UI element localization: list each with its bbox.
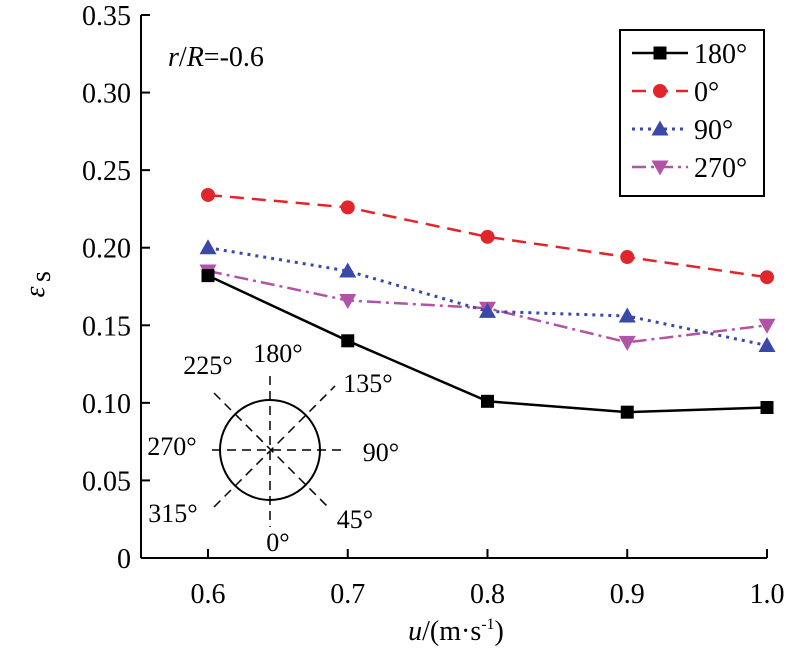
series-line <box>207 193 768 279</box>
x-axis-ticks: 0.6 0.7 0.8 0.9 1.0 <box>191 549 785 610</box>
data-point <box>758 336 776 352</box>
legend-item: 180° <box>632 39 747 70</box>
legend-swatch-marker <box>651 160 669 176</box>
series-2 <box>199 239 776 352</box>
legend-label: 270° <box>694 153 747 184</box>
data-point <box>618 307 636 323</box>
chart-annotation: r/R=-0.6 <box>168 42 264 73</box>
data-point <box>341 334 355 348</box>
legend-item: 0° <box>632 77 719 108</box>
inset-label-225: 225° <box>183 351 232 380</box>
legend-swatch-marker <box>653 84 667 98</box>
x-tick-label: 0.6 <box>191 579 226 610</box>
y-tick-label: 0.15 <box>82 311 131 342</box>
data-point <box>201 187 215 202</box>
x-axis-unit-close: ) <box>495 616 504 647</box>
inset-line-diag-b <box>213 385 336 508</box>
legend-box <box>619 29 765 197</box>
annotation-value: =-0.6 <box>204 42 264 73</box>
y-tick-label: 0.25 <box>82 156 131 187</box>
legend-item: 270° <box>632 153 747 184</box>
x-tick-label: 0.9 <box>610 579 645 610</box>
y-tick-label: 0.10 <box>82 389 131 420</box>
data-point <box>620 250 635 265</box>
series-0 <box>201 269 774 419</box>
y-tick-label: 0.20 <box>82 234 131 265</box>
data-point <box>620 405 634 419</box>
y-axis-title: ε s <box>20 271 57 297</box>
inset-label-135: 135° <box>343 369 392 398</box>
y-tick-label: 0.05 <box>82 466 131 497</box>
legend-swatch-marker <box>653 46 667 60</box>
annotation-slash: / <box>179 42 187 73</box>
data-point <box>760 270 774 285</box>
data-point <box>618 335 636 351</box>
annotation-R: R <box>186 42 204 73</box>
x-tick-label: 0.8 <box>470 579 505 610</box>
y-axis-subscript: s <box>26 271 57 282</box>
data-point <box>758 318 776 334</box>
legend-label: 0° <box>694 77 719 108</box>
legend-label: 90° <box>694 115 733 146</box>
series-line <box>207 246 768 347</box>
inset-label-180: 180° <box>253 339 302 368</box>
legend-item: 90° <box>632 115 733 146</box>
data-point <box>481 394 494 408</box>
y-tick-label: 0.30 <box>82 79 131 110</box>
x-axis-unit-exponent: -1 <box>481 616 494 633</box>
y-axis-symbol: ε <box>20 286 51 297</box>
y-tick-label: 0.35 <box>82 1 131 32</box>
data-point <box>479 302 496 318</box>
y-axis-ticks: 0 0.05 0.10 0.15 0.20 0.25 0.30 0.35 <box>82 1 150 575</box>
annotation-r: r <box>168 42 179 73</box>
inset-label-315: 315° <box>148 499 197 528</box>
data-point <box>199 239 217 255</box>
inset-label-90: 90° <box>363 438 399 467</box>
x-axis-var: u <box>408 616 422 647</box>
x-tick-label: 0.7 <box>330 579 365 610</box>
data-point <box>339 293 357 309</box>
y-tick-label: 0 <box>117 544 131 575</box>
x-tick-label: 1.0 <box>750 579 785 610</box>
inset-label-270: 270° <box>147 432 196 461</box>
series-layer <box>199 187 776 419</box>
x-axis-unit: /(m·s <box>422 616 481 647</box>
data-point <box>339 262 357 278</box>
legend: 180° 0° 90° 270° <box>619 29 765 197</box>
inset-label-45: 45° <box>337 505 373 534</box>
data-point <box>760 401 774 415</box>
data-point <box>480 229 495 244</box>
series-1 <box>201 187 774 285</box>
legend-items: 180° 0° 90° 270° <box>632 39 747 184</box>
data-point <box>340 200 355 215</box>
orientation-inset: 180° 225° 135° 270° 90° 315° 45° 0° <box>147 339 399 557</box>
data-point <box>201 269 215 283</box>
x-axis-title: u/(m·s-1) <box>408 616 504 647</box>
inset-direction-lines <box>212 376 346 527</box>
inset-label-0: 0° <box>266 528 289 557</box>
legend-label: 180° <box>694 39 747 70</box>
legend-swatch-marker <box>651 120 669 136</box>
